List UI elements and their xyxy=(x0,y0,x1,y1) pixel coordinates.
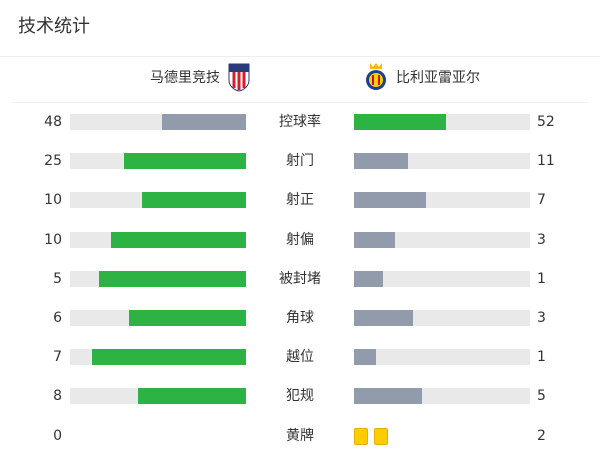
home-team[interactable]: 马德里竞技 xyxy=(150,62,250,92)
home-value: 6 xyxy=(53,310,62,326)
away-bar-track xyxy=(354,114,530,130)
home-team-name: 马德里竞技 xyxy=(150,70,220,86)
stat-label: 越位 xyxy=(286,349,314,366)
home-bar-fill xyxy=(110,231,246,248)
away-value: 1 xyxy=(537,349,546,366)
away-value: 2 xyxy=(537,427,546,444)
away-bar-track xyxy=(354,388,530,405)
away-bar-track xyxy=(354,270,530,287)
stat-row: 5 被封堵 1 xyxy=(0,269,600,289)
stat-label: 控球率 xyxy=(279,114,321,130)
home-bar-track xyxy=(70,310,246,326)
away-bar-fill xyxy=(354,270,384,287)
away-bar-track xyxy=(354,349,530,366)
home-bar-track xyxy=(70,153,246,170)
away-bar-fill xyxy=(354,153,408,170)
home-bar-track xyxy=(70,231,246,248)
away-bar-fill xyxy=(354,349,376,366)
away-value: 3 xyxy=(537,231,546,248)
stat-label: 犯规 xyxy=(286,388,314,405)
home-bar-fill xyxy=(142,192,246,209)
villarreal-crest-icon xyxy=(366,63,386,90)
home-value: 5 xyxy=(53,270,62,287)
away-value: 7 xyxy=(537,192,546,209)
home-bar-track xyxy=(70,349,246,366)
away-bar-fill xyxy=(354,231,395,248)
stat-row: 6 角球 3 xyxy=(0,308,600,328)
home-bar-track xyxy=(70,114,246,130)
stat-row: 48 控球率 52 xyxy=(0,112,600,132)
home-value: 0 xyxy=(53,427,62,444)
divider xyxy=(0,56,600,57)
away-value: 52 xyxy=(537,114,555,130)
stat-row: 10 射偏 3 xyxy=(0,230,600,250)
home-bar-track xyxy=(70,388,246,405)
away-bar-fill xyxy=(354,388,422,405)
stat-row: 0 黄牌 2 xyxy=(0,426,600,446)
yellow-card-icon xyxy=(374,427,388,445)
stat-label: 角球 xyxy=(286,310,314,326)
stat-row: 8 犯规 5 xyxy=(0,386,600,406)
home-bar-fill xyxy=(128,310,246,326)
home-value: 10 xyxy=(44,192,62,209)
page-title: 技术统计 xyxy=(18,16,90,37)
away-bar-track xyxy=(354,153,530,170)
away-bar-track xyxy=(354,231,530,248)
home-value: 25 xyxy=(44,153,62,170)
home-value: 8 xyxy=(53,388,62,405)
stat-row: 25 射门 11 xyxy=(0,151,600,171)
home-bar-track xyxy=(70,192,246,209)
stat-row: 10 射正 7 xyxy=(0,190,600,210)
home-value: 10 xyxy=(44,231,62,248)
home-bar-track xyxy=(70,270,246,287)
yellow-card-icon xyxy=(354,427,368,445)
home-bar-fill xyxy=(161,114,246,130)
divider xyxy=(12,102,588,103)
away-value: 1 xyxy=(537,270,546,287)
away-bar-fill xyxy=(354,192,427,209)
away-value: 11 xyxy=(537,153,555,170)
atletico-crest-icon xyxy=(228,63,250,92)
home-value: 7 xyxy=(53,349,62,366)
home-bar-fill xyxy=(137,388,246,405)
stat-label: 被封堵 xyxy=(279,270,321,287)
home-bar-fill xyxy=(99,270,246,287)
home-bar-fill xyxy=(123,153,246,170)
home-bar-fill xyxy=(92,349,246,366)
home-value: 48 xyxy=(44,114,62,130)
away-bar-fill xyxy=(354,310,413,326)
away-value: 5 xyxy=(537,388,546,405)
away-team[interactable]: 比利亚雷亚尔 xyxy=(364,62,480,92)
away-value: 3 xyxy=(537,310,546,326)
stat-label: 射门 xyxy=(286,153,314,170)
stat-label: 射正 xyxy=(286,192,314,209)
away-bar-fill xyxy=(354,114,446,130)
away-team-name: 比利亚雷亚尔 xyxy=(396,70,480,86)
away-bar-track xyxy=(354,310,530,326)
stat-label: 射偏 xyxy=(286,231,314,248)
stat-row: 7 越位 1 xyxy=(0,347,600,367)
away-bar-track xyxy=(354,192,530,209)
stat-label: 黄牌 xyxy=(286,427,314,444)
